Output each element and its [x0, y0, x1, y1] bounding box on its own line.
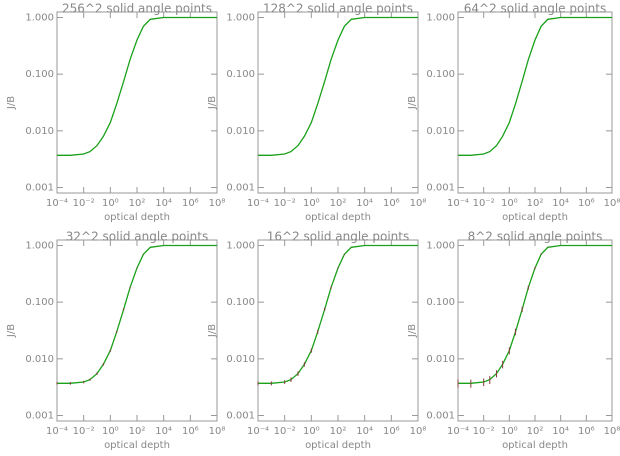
- x-tick-label: 10⁴: [155, 426, 172, 437]
- x-tick-label: 10⁴: [155, 198, 172, 209]
- x-tick-label: 10⁻⁴: [46, 198, 68, 209]
- y-tick-label: 0.001: [426, 183, 455, 194]
- y-tick-label: 0.010: [25, 354, 54, 365]
- panel-title: 128^2 solid angle points: [263, 2, 413, 16]
- data-line: [57, 16, 217, 156]
- y-axis-label: J/B: [6, 324, 17, 338]
- x-tick-label: 10⁰: [102, 198, 119, 209]
- data-line: [258, 244, 418, 384]
- y-tick-label: 1.000: [226, 12, 255, 23]
- x-tick-label: 10⁻⁴: [447, 426, 469, 437]
- x-tick-label: 10⁻²: [473, 198, 495, 209]
- y-axis-label: J/B: [407, 324, 418, 338]
- panel: 256^2 solid angle points optical depth J/B…: [6, 2, 225, 224]
- x-tick-label: 10⁰: [102, 426, 119, 437]
- x-tick-label: 10⁶: [578, 426, 595, 437]
- y-tick-label: 0.001: [226, 411, 255, 422]
- y-tick-label: 0.010: [426, 354, 455, 365]
- x-tick-label: 10⁰: [303, 198, 320, 209]
- panel-title: 32^2 solid angle points: [66, 230, 208, 244]
- x-axis-label: optical depth: [104, 212, 170, 223]
- x-tick-label: 10⁴: [356, 198, 373, 209]
- y-axis-label: J/B: [207, 324, 218, 338]
- x-tick-label: 10⁰: [501, 426, 518, 437]
- x-tick-label: 10⁸: [604, 198, 620, 209]
- panel-title: 16^2 solid angle points: [267, 230, 409, 244]
- x-tick-label: 10⁻²: [73, 198, 95, 209]
- panel: 8^2 solid angle points optical depth J/B 0.…: [407, 230, 620, 452]
- y-tick-label: 0.001: [426, 411, 455, 422]
- y-tick-label: 1.000: [426, 12, 455, 23]
- panel-title: 8^2 solid angle points: [468, 230, 603, 244]
- y-tick-label: 0.100: [426, 69, 455, 80]
- x-tick-label: 10⁻²: [274, 198, 296, 209]
- y-tick-label: 1.000: [426, 240, 455, 251]
- y-tick-label: 0.100: [226, 297, 255, 308]
- y-tick-label: 0.100: [25, 297, 54, 308]
- x-tick-label: 10⁴: [552, 426, 569, 437]
- x-axis-label: optical depth: [502, 212, 568, 223]
- x-tick-label: 10⁸: [209, 426, 226, 437]
- panel-title: 256^2 solid angle points: [62, 2, 212, 16]
- x-axis-label: optical depth: [305, 212, 371, 223]
- y-tick-label: 0.010: [226, 126, 255, 137]
- y-tick-label: 1.000: [25, 240, 54, 251]
- x-tick-label: 10²: [330, 198, 347, 209]
- x-tick-label: 10²: [527, 426, 544, 437]
- x-tick-label: 10⁸: [209, 198, 226, 209]
- x-tick-label: 10⁶: [383, 426, 400, 437]
- panel-title: 64^2 solid angle points: [464, 2, 606, 16]
- x-tick-label: 10⁻²: [473, 426, 495, 437]
- x-tick-label: 10⁻⁴: [247, 426, 269, 437]
- x-tick-label: 10⁶: [182, 426, 199, 437]
- x-tick-label: 10⁴: [356, 426, 373, 437]
- y-tick-label: 0.100: [226, 69, 255, 80]
- x-tick-label: 10⁸: [410, 426, 427, 437]
- x-tick-label: 10⁸: [604, 426, 620, 437]
- x-tick-label: 10⁻²: [274, 426, 296, 437]
- panel: 16^2 solid angle points optical depth J/B 0…: [207, 230, 426, 452]
- data-line: [458, 244, 612, 384]
- x-tick-label: 10⁶: [578, 198, 595, 209]
- x-axis-label: optical depth: [502, 440, 568, 451]
- x-tick-label: 10²: [129, 426, 146, 437]
- x-tick-label: 10⁻⁴: [247, 198, 269, 209]
- y-tick-label: 0.100: [426, 297, 455, 308]
- x-tick-label: 10⁻⁴: [447, 198, 469, 209]
- y-tick-label: 0.001: [226, 183, 255, 194]
- x-tick-label: 10⁶: [383, 198, 400, 209]
- x-tick-label: 10⁰: [501, 198, 518, 209]
- x-tick-label: 10⁰: [303, 426, 320, 437]
- y-axis-label: J/B: [207, 96, 218, 110]
- y-tick-label: 0.010: [226, 354, 255, 365]
- y-tick-label: 0.100: [25, 69, 54, 80]
- y-tick-label: 1.000: [25, 12, 54, 23]
- x-tick-label: 10⁻⁴: [46, 426, 68, 437]
- x-axis-label: optical depth: [305, 440, 371, 451]
- y-axis-label: J/B: [407, 96, 418, 110]
- y-axis-label: J/B: [6, 96, 17, 110]
- y-tick-label: 1.000: [226, 240, 255, 251]
- x-tick-label: 10²: [527, 198, 544, 209]
- data-line: [57, 244, 217, 384]
- y-tick-label: 0.001: [25, 183, 54, 194]
- x-tick-label: 10⁶: [182, 198, 199, 209]
- data-line: [258, 16, 418, 156]
- x-tick-label: 10²: [330, 426, 347, 437]
- y-tick-label: 0.001: [25, 411, 54, 422]
- x-tick-label: 10⁸: [410, 198, 427, 209]
- panel: 128^2 solid angle points optical depth J/B…: [207, 2, 426, 224]
- x-tick-label: 10⁻²: [73, 426, 95, 437]
- data-line: [458, 16, 612, 156]
- panel: 32^2 solid angle points optical depth J/B 0…: [6, 230, 225, 452]
- x-tick-label: 10²: [129, 198, 146, 209]
- x-tick-label: 10⁴: [552, 198, 569, 209]
- y-tick-label: 0.010: [25, 126, 54, 137]
- y-tick-label: 0.010: [426, 126, 455, 137]
- panel: 64^2 solid angle points optical depth J/B 0…: [407, 2, 620, 224]
- x-axis-label: optical depth: [104, 440, 170, 451]
